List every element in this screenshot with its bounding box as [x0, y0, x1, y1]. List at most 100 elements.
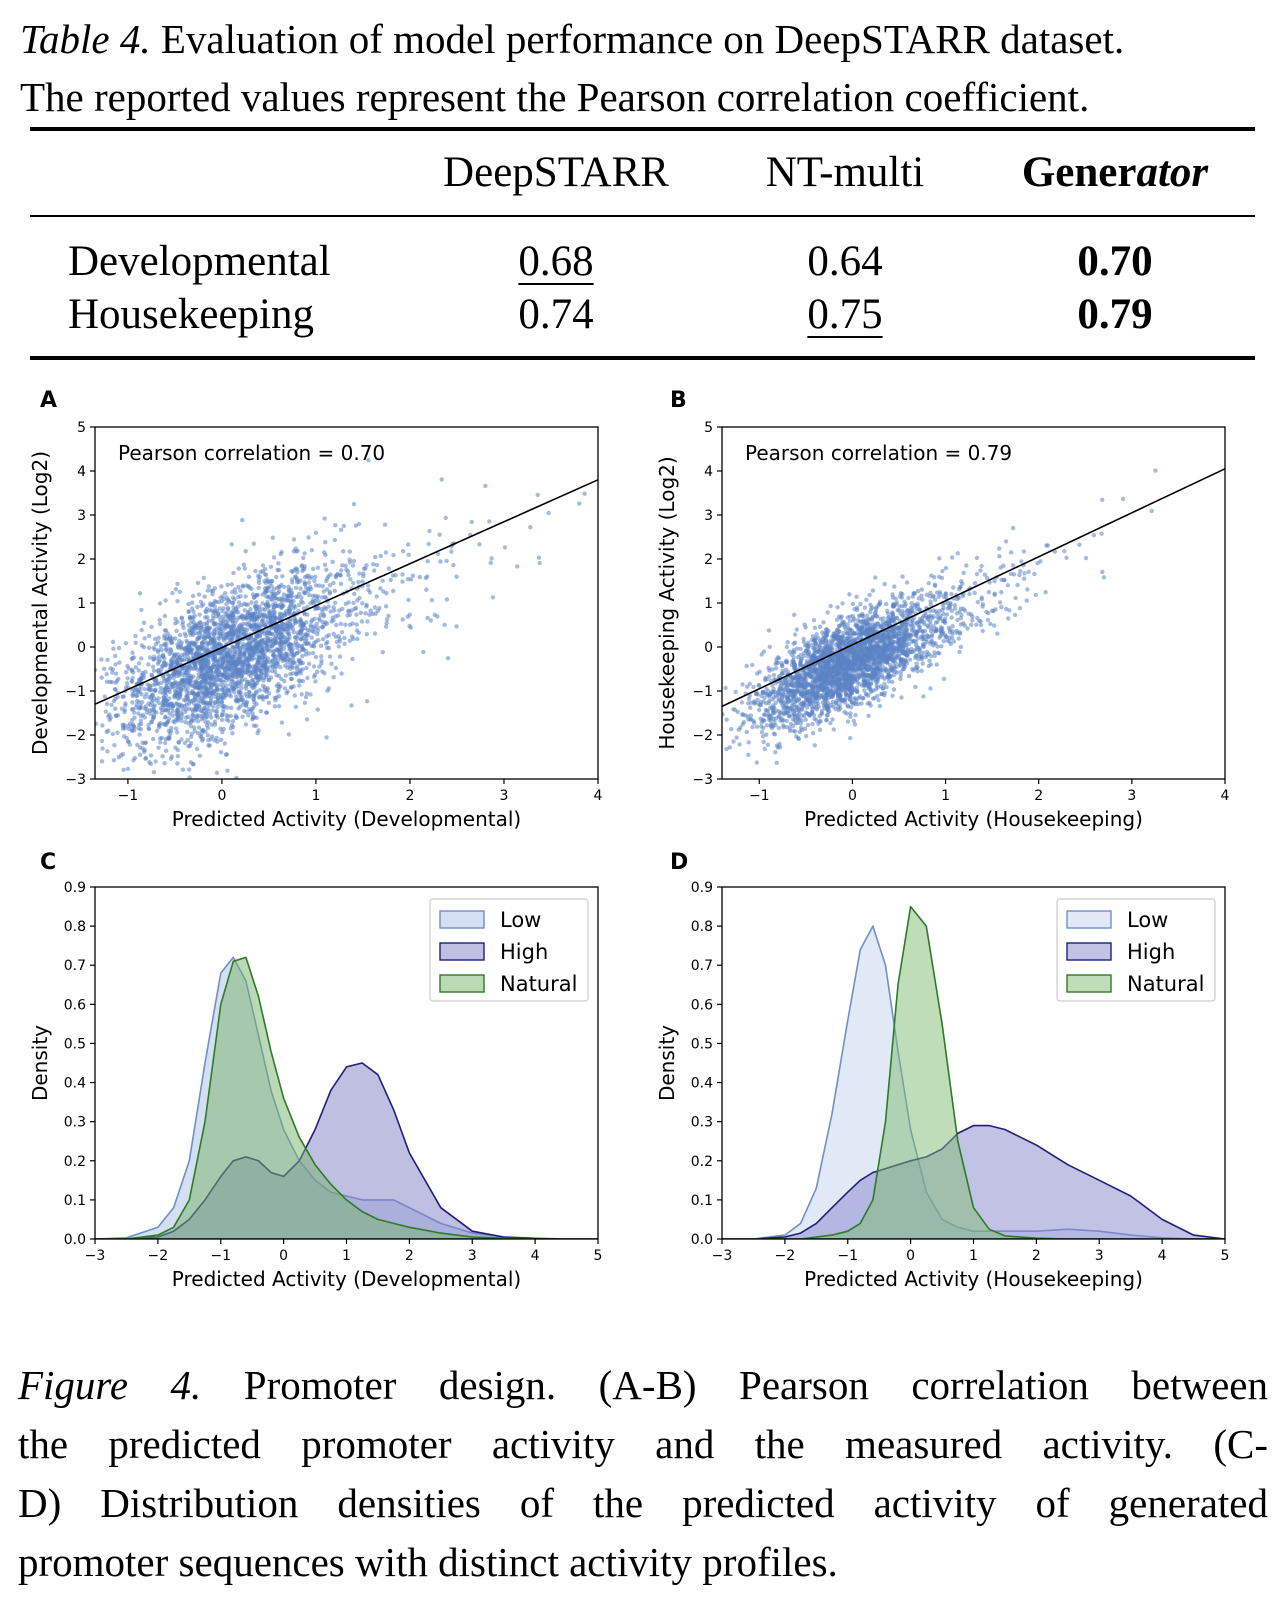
scatter-point [325, 688, 330, 693]
scatter-point [840, 601, 845, 606]
scatter-point [274, 574, 279, 580]
scatter-point [168, 663, 173, 668]
scatter-point [407, 623, 412, 629]
scatter-point [133, 665, 139, 670]
scatter-point [124, 681, 130, 686]
scatter-point [191, 683, 196, 688]
scatter-point [368, 608, 373, 613]
scatter-point [115, 730, 120, 735]
scatter-point [151, 668, 157, 673]
scatter-point [773, 693, 779, 698]
scatter-point [310, 650, 316, 656]
scatter-point [313, 574, 318, 579]
scatter-point [202, 672, 207, 678]
scatter-point [240, 517, 245, 523]
scatter-point [167, 711, 172, 716]
scatter-point [365, 583, 371, 588]
scatter-point [361, 566, 367, 571]
scatter-point [166, 736, 172, 742]
scatter-point [444, 597, 450, 602]
scatter-point [268, 564, 274, 569]
scatter-point [961, 570, 966, 575]
scatter-point [877, 703, 883, 709]
scatter-point [220, 660, 226, 665]
scatter-point [345, 613, 350, 618]
scatter-point [260, 563, 266, 568]
scatter-point [401, 549, 406, 554]
scatter-point [212, 622, 217, 627]
scatter-point [299, 645, 305, 650]
scatter-point [174, 726, 179, 731]
scatter-point [367, 590, 373, 595]
scatter-point [289, 624, 294, 630]
scatter-point [286, 584, 291, 589]
scatter-point [1149, 508, 1154, 514]
scatter-point [158, 740, 163, 745]
scatter-point [250, 711, 255, 716]
scatter-point [163, 598, 168, 603]
scatter-point [151, 715, 156, 720]
scatter-point [162, 761, 167, 766]
scatter-point [986, 590, 992, 595]
scatter-point [258, 668, 263, 674]
scatter-point [817, 727, 823, 732]
scatter-point [251, 696, 256, 702]
scatter-point [1021, 576, 1027, 581]
scatter-point [191, 609, 196, 614]
scatter-point [286, 732, 291, 737]
scatter-point [270, 668, 275, 674]
scatter-point [372, 605, 378, 610]
scatter-point [132, 725, 137, 730]
panel-label-a: A [40, 388, 57, 413]
scatter-point [347, 549, 352, 554]
scatter-point [351, 600, 356, 606]
scatter-point [315, 565, 320, 570]
scatter-point [149, 719, 154, 724]
scatter-point [322, 516, 327, 521]
scatter-point [834, 700, 839, 706]
scatter-point [353, 523, 359, 528]
scatter-point [146, 722, 151, 727]
scatter-point [286, 598, 292, 604]
scatter-point [163, 740, 168, 746]
scatter-point [322, 671, 327, 676]
scatter-point [178, 658, 184, 663]
scatter-point [324, 735, 329, 740]
scatter-point [140, 700, 145, 705]
scatter-point [177, 632, 183, 638]
table-caption-text-1: Evaluation of model performance on DeepS… [150, 16, 1125, 62]
scatter-point [298, 586, 303, 591]
scatter-point [123, 670, 129, 675]
scatter-point [406, 597, 411, 603]
scatter-point [201, 711, 206, 717]
scatter-point [365, 619, 370, 624]
scatter-point [974, 571, 980, 577]
scatter-point [469, 519, 474, 525]
scatter-point [546, 510, 551, 516]
scatter-point [247, 681, 253, 687]
table-cell-dev-deepstarr: 0.68 [518, 238, 594, 285]
scatter-point [142, 686, 147, 692]
scatter-point [213, 713, 219, 719]
scatter-point [313, 530, 319, 535]
scatter-point [185, 696, 191, 702]
scatter-point [260, 648, 265, 654]
scatter-point [299, 595, 304, 600]
scatter-point [1008, 571, 1014, 576]
scatter-point [224, 650, 229, 655]
scatter-point [998, 565, 1003, 570]
scatter-point [291, 549, 297, 554]
scatter-point [250, 611, 255, 617]
scatter-point [105, 657, 110, 662]
scatter-point [121, 694, 126, 699]
scatter-point [203, 681, 208, 686]
scatter-point [172, 670, 177, 676]
scatter-point [205, 641, 210, 647]
scatter-point [898, 611, 903, 616]
scatter-point [197, 612, 202, 617]
scatter-point [260, 694, 265, 699]
scatter-point [245, 665, 250, 671]
scatter-point [167, 687, 172, 692]
table-cell-dev-generator: 0.70 [1077, 238, 1153, 285]
scatter-point [244, 703, 249, 708]
